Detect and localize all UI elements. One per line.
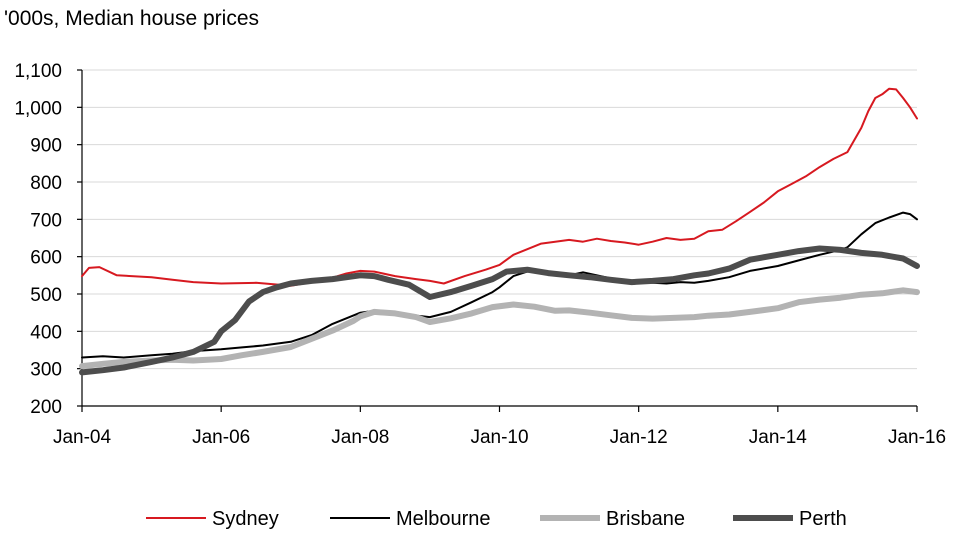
series-lines bbox=[79, 87, 920, 376]
chart-title: '000s, Median house prices bbox=[4, 7, 259, 30]
y-tick-label: 900 bbox=[30, 136, 62, 157]
x-tick-label: Jan-12 bbox=[610, 427, 668, 448]
legend-label-sydney: Sydney bbox=[212, 508, 279, 530]
x-tick-label: Jan-06 bbox=[192, 427, 250, 448]
y-tick-label: 1,100 bbox=[14, 61, 62, 82]
x-tick-label: Jan-04 bbox=[53, 427, 112, 448]
y-tick-label: 700 bbox=[30, 210, 62, 231]
x-tick-label: Jan-08 bbox=[331, 427, 389, 448]
y-axis: 200 300 400 500 600 700 800 900 1,000 1,100 bbox=[14, 61, 83, 418]
series-brisbane-line bbox=[79, 287, 920, 370]
x-tick-label: Jan-16 bbox=[888, 427, 946, 448]
y-tick-label: 400 bbox=[30, 322, 62, 343]
gridlines bbox=[82, 69, 917, 370]
series-melbourne-line bbox=[81, 211, 918, 359]
legend-label-brisbane: Brisbane bbox=[606, 508, 685, 530]
x-tick-label: Jan-14 bbox=[749, 427, 808, 448]
y-tick-label: 200 bbox=[30, 397, 62, 418]
legend-label-melbourne: Melbourne bbox=[396, 508, 491, 530]
x-axis: Jan-04 Jan-06 Jan-08 Jan-10 Jan-12 Jan-14 Jan-… bbox=[53, 405, 946, 448]
y-tick-label: 800 bbox=[30, 173, 62, 194]
y-tick-label: 1,000 bbox=[14, 98, 62, 119]
y-tick-label: 600 bbox=[30, 248, 62, 269]
series-perth-line bbox=[79, 245, 920, 376]
y-tick-label: 300 bbox=[30, 360, 62, 381]
x-tick-label: Jan-10 bbox=[470, 427, 528, 448]
legend: Sydney Melbourne Brisbane Perth bbox=[146, 508, 847, 530]
y-tick-label: 500 bbox=[30, 285, 62, 306]
legend-label-perth: Perth bbox=[799, 508, 847, 530]
